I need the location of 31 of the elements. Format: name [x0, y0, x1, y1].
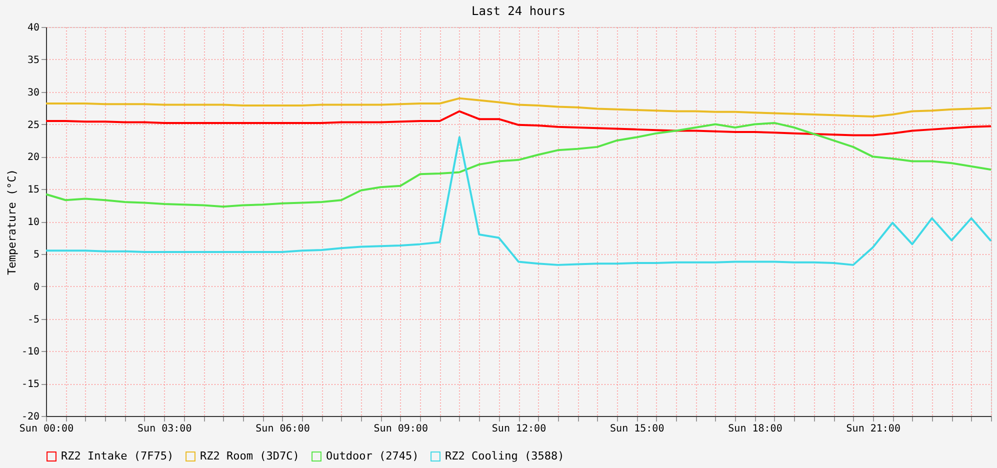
line-series: [45, 97, 992, 118]
legend-label: RZ2 Cooling (3588): [445, 450, 564, 463]
legend-label: RZ2 Room (3D7C): [200, 450, 300, 463]
x-tick-label: Sun 06:00: [256, 424, 310, 434]
x-tick-label: Sun 21:00: [846, 424, 900, 434]
y-tick-label: 10: [27, 217, 40, 228]
y-tick-label: 40: [27, 22, 40, 34]
x-tick-label: Sun 12:00: [492, 424, 546, 434]
y-tick-label: -10: [21, 346, 40, 358]
x-tick-label: Sun 15:00: [610, 424, 664, 434]
y-tick-label: 20: [27, 152, 40, 164]
y-tick-label: 30: [27, 87, 40, 98]
line-series: [45, 136, 992, 266]
legend-label: RZ2 Intake (7F75): [61, 450, 174, 463]
y-tick-label: 5: [33, 249, 40, 260]
x-tick-label: Sun 18:00: [728, 424, 782, 434]
x-tick-label: Sun 09:00: [374, 424, 428, 434]
x-tick-label: Sun 00:00: [19, 424, 74, 434]
y-tick-label: 0: [33, 282, 40, 293]
y-tick-label: 15: [27, 184, 40, 196]
y-tick-label: -5: [27, 314, 40, 326]
line-series: [45, 122, 992, 208]
x-tick-label: Sun 03:00: [138, 424, 192, 434]
legend-label: Outdoor (2745): [326, 450, 419, 463]
y-axis-title: Temperature (°C): [5, 169, 18, 275]
y-tick-label: 35: [27, 54, 40, 66]
y-tick-label: -20: [21, 412, 40, 422]
y-tick-label: 25: [27, 120, 40, 131]
y-tick-label: -15: [21, 379, 40, 390]
line-series: [45, 110, 992, 136]
chart-title: Last 24 hours: [472, 4, 566, 18]
